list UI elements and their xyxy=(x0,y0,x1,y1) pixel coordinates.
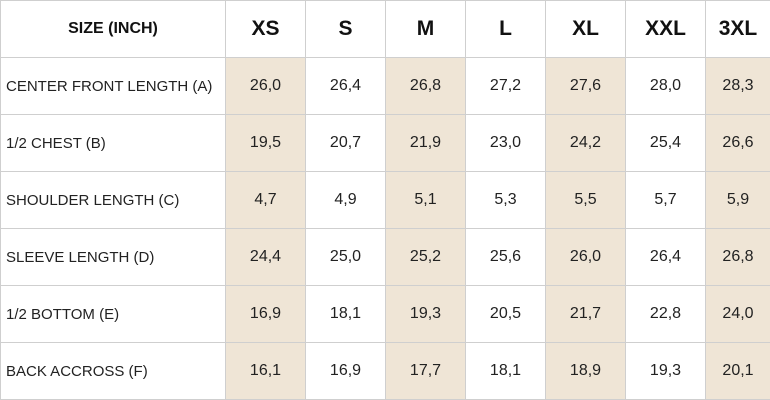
measurement-value: 26,8 xyxy=(385,57,466,115)
table-row: BACK ACCROSS (F) 16,1 16,9 17,7 18,1 18,9 19,3… xyxy=(0,342,770,400)
measurement-value: 25,2 xyxy=(385,228,466,286)
table-body: CENTER FRONT LENGTH (A) 26,0 26,4 26,8 27,2 2… xyxy=(0,57,770,400)
measurement-label: 1/2 BOTTOM (E) xyxy=(0,285,226,343)
measurement-value: 26,4 xyxy=(305,57,386,115)
measurement-value: 25,6 xyxy=(465,228,546,286)
table-row: 1/2 CHEST (B) 19,5 20,7 21,9 23,0 24,2 25,4 26,… xyxy=(0,114,770,172)
measurement-value: 26,0 xyxy=(225,57,306,115)
measurement-value: 5,3 xyxy=(465,171,546,229)
measurement-value: 16,9 xyxy=(225,285,306,343)
measurement-value: 18,9 xyxy=(545,342,626,400)
measurement-label: 1/2 CHEST (B) xyxy=(0,114,226,172)
header-label: SIZE (INCH) xyxy=(0,0,226,58)
measurement-value: 17,7 xyxy=(385,342,466,400)
measurement-value: 20,1 xyxy=(705,342,770,400)
measurement-value: 20,5 xyxy=(465,285,546,343)
table-row: 1/2 BOTTOM (E) 16,9 18,1 19,3 20,5 21,7 22,8 24… xyxy=(0,285,770,343)
measurement-value: 21,7 xyxy=(545,285,626,343)
size-header: S xyxy=(305,0,386,58)
measurement-value: 19,3 xyxy=(385,285,466,343)
measurement-value: 16,1 xyxy=(225,342,306,400)
measurement-value: 28,3 xyxy=(705,57,770,115)
measurement-value: 26,6 xyxy=(705,114,770,172)
measurement-label: SHOULDER LENGTH (C) xyxy=(0,171,226,229)
measurement-value: 16,9 xyxy=(305,342,386,400)
measurement-value: 18,1 xyxy=(305,285,386,343)
measurement-value: 4,9 xyxy=(305,171,386,229)
measurement-value: 28,0 xyxy=(625,57,706,115)
table-row: SLEEVE LENGTH (D) 24,4 25,0 25,2 25,6 26,0 26,… xyxy=(0,228,770,286)
measurement-value: 27,6 xyxy=(545,57,626,115)
size-header: 3XL xyxy=(705,0,770,58)
measurement-value: 26,8 xyxy=(705,228,770,286)
header-row: SIZE (INCH) XS S M L XL XXL 3XL xyxy=(0,0,770,58)
measurement-label: SLEEVE LENGTH (D) xyxy=(0,228,226,286)
measurement-value: 22,8 xyxy=(625,285,706,343)
measurement-value: 18,1 xyxy=(465,342,546,400)
size-header: XXL xyxy=(625,0,706,58)
measurement-value: 5,9 xyxy=(705,171,770,229)
measurement-label: BACK ACCROSS (F) xyxy=(0,342,226,400)
measurement-value: 25,4 xyxy=(625,114,706,172)
size-header: XL xyxy=(545,0,626,58)
measurement-value: 20,7 xyxy=(305,114,386,172)
measurement-value: 24,2 xyxy=(545,114,626,172)
measurement-value: 24,0 xyxy=(705,285,770,343)
measurement-value: 25,0 xyxy=(305,228,386,286)
table-row: CENTER FRONT LENGTH (A) 26,0 26,4 26,8 27,2 2… xyxy=(0,57,770,115)
measurement-value: 26,4 xyxy=(625,228,706,286)
measurement-value: 4,7 xyxy=(225,171,306,229)
table-row: SHOULDER LENGTH (C) 4,7 4,9 5,1 5,3 5,5 5,7 5,9 xyxy=(0,171,770,229)
size-header: L xyxy=(465,0,546,58)
measurement-value: 27,2 xyxy=(465,57,546,115)
measurement-value: 24,4 xyxy=(225,228,306,286)
measurement-value: 26,0 xyxy=(545,228,626,286)
measurement-value: 23,0 xyxy=(465,114,546,172)
measurement-label: CENTER FRONT LENGTH (A) xyxy=(0,57,226,115)
size-header: XS xyxy=(225,0,306,58)
measurement-value: 19,5 xyxy=(225,114,306,172)
measurement-value: 5,5 xyxy=(545,171,626,229)
measurement-value: 19,3 xyxy=(625,342,706,400)
size-header: M xyxy=(385,0,466,58)
measurement-value: 5,1 xyxy=(385,171,466,229)
measurement-value: 5,7 xyxy=(625,171,706,229)
measurement-value: 21,9 xyxy=(385,114,466,172)
